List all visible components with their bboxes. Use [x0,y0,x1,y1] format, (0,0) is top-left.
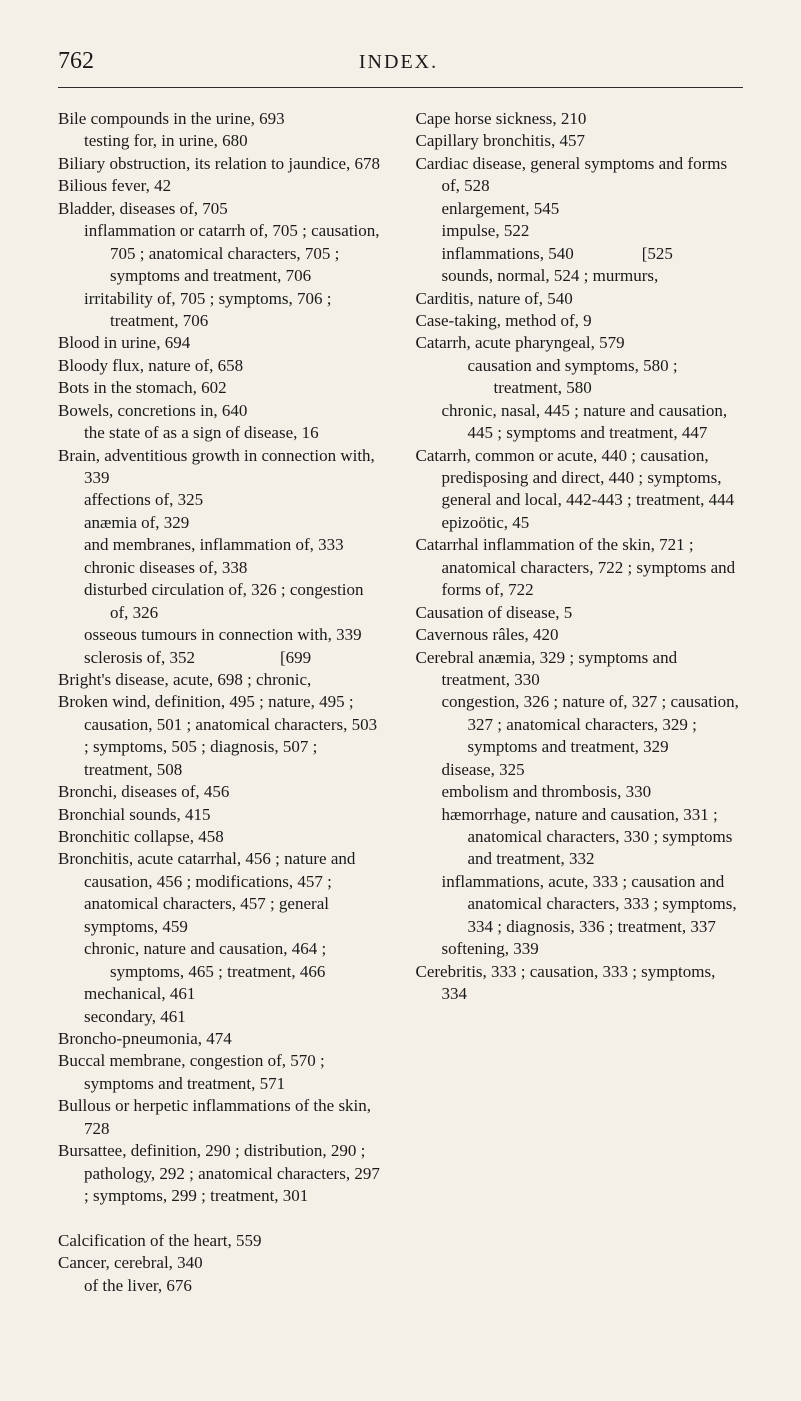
index-entry: Catarrh, common or acute, 440 ; causatio… [416,445,744,512]
index-entry: Bronchi, diseases of, 456 [58,781,386,803]
index-entry: Capillary bronchitis, 457 [416,130,744,152]
index-entry: Bowels, concretions in, 640 [58,400,386,422]
index-entry: congestion, 326 ; nature of, 327 ; causa… [416,691,744,758]
index-entry: and membranes, inflammation of, 333 [58,534,386,556]
index-entry: Cerebral anæmia, 329 ; symptoms and trea… [416,647,744,692]
index-entry: inflammations, 540 [525 [416,243,744,265]
index-entry: sounds, normal, 524 ; murmurs, [416,265,744,287]
index-entry: inflammations, acute, 333 ; causation an… [416,871,744,938]
index-entry: Blood in urine, 694 [58,332,386,354]
index-entry: Case-taking, method of, 9 [416,310,744,332]
index-entry: Bilious fever, 42 [58,175,386,197]
index-entry: hæmorrhage, nature and causation, 331 ; … [416,804,744,871]
index-entry: affections of, 325 [58,489,386,511]
index-entry: impulse, 522 [416,220,744,242]
index-entry: anæmia of, 329 [58,512,386,534]
index-entry: Bullous or herpetic inflammations of the… [58,1095,386,1140]
index-entry: Cancer, cerebral, 340 [58,1252,386,1274]
page-title: INDEX. [359,51,438,74]
index-entry: Bright's disease, acute, 698 ; chronic, [58,669,386,691]
index-entry: disturbed circulation of, 326 ; congesti… [58,579,386,624]
index-entry: Cape horse sickness, 210 [416,108,744,130]
index-entry: Bronchitis, acute catarrhal, 456 ; natur… [58,848,386,938]
index-entry: disease, 325 [416,759,744,781]
index-entry: Cavernous râles, 420 [416,624,744,646]
index-entry: Broken wind, definition, 495 ; nature, 4… [58,691,386,781]
index-entry: chronic, nature and causation, 464 ; sym… [58,938,386,983]
index-entry: epizoötic, 45 [416,512,744,534]
index-entry: Bladder, diseases of, 705 [58,198,386,220]
index-entry: Cardiac disease, general symptoms and fo… [416,153,744,198]
index-entry: Bots in the stomach, 602 [58,377,386,399]
index-entry: of the liver, 676 [58,1275,386,1297]
index-entry: Buccal membrane, congestion of, 570 ; sy… [58,1050,386,1095]
index-entry: osseous tumours in connection with, 339 [58,624,386,646]
index-entry: chronic, nasal, 445 ; nature and causati… [416,400,744,445]
index-entry: Cerebritis, 333 ; causation, 333 ; sympt… [416,961,744,1006]
index-columns: Bile compounds in the urine, 693testing … [58,108,743,1318]
header-rule [58,87,743,88]
index-entry: Causation of disease, 5 [416,602,744,624]
index-entry: Bursattee, definition, 290 ; distributio… [58,1140,386,1207]
index-entry: Carditis, nature of, 540 [416,288,744,310]
index-entry: Bronchitic collapse, 458 [58,826,386,848]
index-entry: enlargement, 545 [416,198,744,220]
index-entry: Bronchial sounds, 415 [58,804,386,826]
index-entry: the state of as a sign of disease, 16 [58,422,386,444]
index-entry: Bile compounds in the urine, 693 [58,108,386,130]
index-entry: Calcification of the heart, 559 [58,1230,386,1252]
index-entry: Biliary obstruction, its relation to jau… [58,153,386,175]
index-entry [58,1207,386,1229]
index-entry: testing for, in urine, 680 [58,130,386,152]
index-entry: Catarrh, acute pharyngeal, 579 [416,332,744,354]
index-entry: causation and symptoms, 580 ; treatment,… [416,355,744,400]
index-entry: chronic diseases of, 338 [58,557,386,579]
page-number: 762 [58,48,94,75]
header-spacer [703,55,743,73]
index-entry: Brain, adventitious growth in connection… [58,445,386,490]
index-entry: inflammation or catarrh of, 705 ; causat… [58,220,386,287]
index-entry: embolism and thrombosis, 330 [416,781,744,803]
index-entry: softening, 339 [416,938,744,960]
index-entry: Bloody flux, nature of, 658 [58,355,386,377]
index-entry: Broncho-pneumonia, 474 [58,1028,386,1050]
index-entry: irritability of, 705 ; symptoms, 706 ; t… [58,288,386,333]
index-entry: secondary, 461 [58,1006,386,1028]
index-page: 762 INDEX. Bile compounds in the urine, … [0,0,801,1401]
index-entry: mechanical, 461 [58,983,386,1005]
page-header: 762 INDEX. [58,48,743,75]
index-entry: sclerosis of, 352 [699 [58,647,386,669]
index-entry: Catarrhal inflammation of the skin, 721 … [416,534,744,601]
